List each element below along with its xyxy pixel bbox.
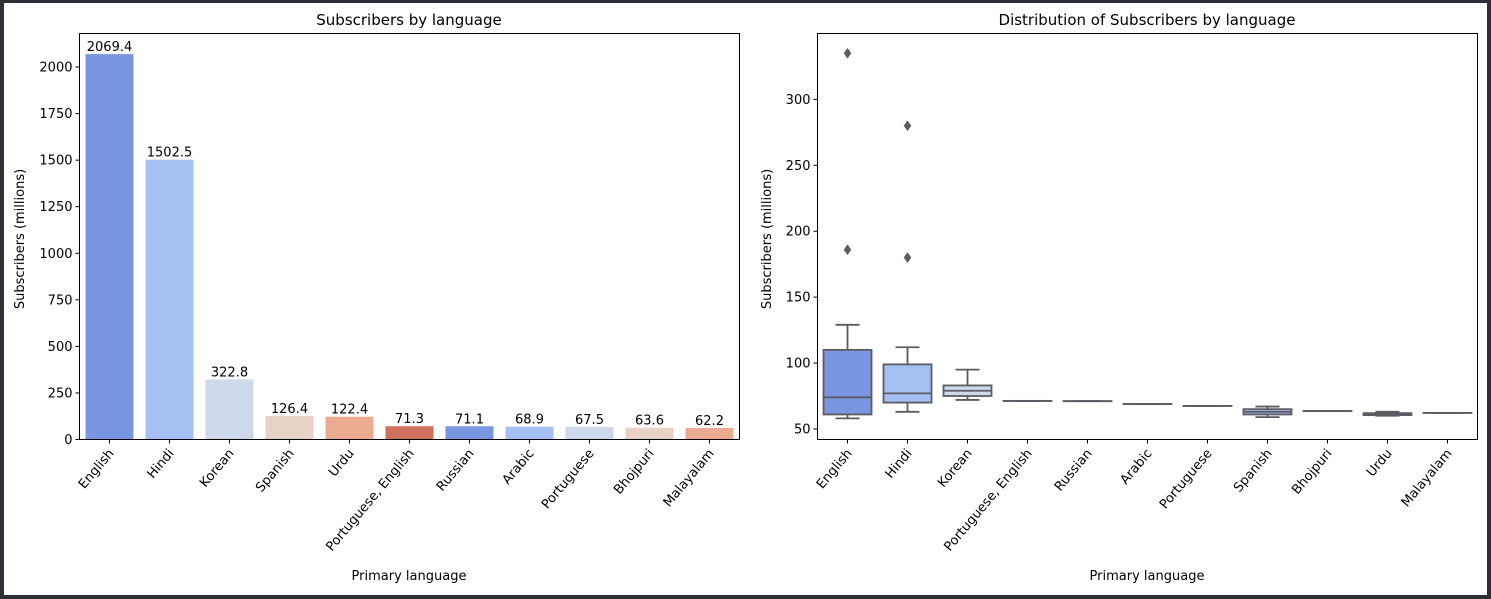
bar — [386, 426, 434, 439]
box-chart-xlabel: Primary language — [1090, 569, 1205, 584]
bar-value-label: 126.4 — [271, 402, 308, 417]
bar — [86, 54, 134, 439]
x-tick-label: Portuguese — [1157, 446, 1216, 512]
y-tick-label: 2000 — [39, 61, 72, 76]
bar-value-label: 1502.5 — [147, 146, 193, 161]
bar-value-label: 322.8 — [211, 365, 248, 380]
x-tick-label: Arabic — [500, 446, 538, 487]
bar-value-label: 71.3 — [395, 412, 424, 427]
x-tick-label: Malayalam — [661, 446, 718, 510]
box — [824, 350, 872, 415]
bar — [206, 379, 254, 439]
x-tick-label: English — [814, 446, 856, 492]
y-tick-label: 1000 — [39, 247, 72, 262]
bar-value-label: 62.2 — [695, 414, 724, 429]
x-tick-label: Korean — [197, 446, 237, 490]
bar-value-label: 67.5 — [575, 413, 604, 428]
box-chart-ylabel: Subscribers (millions) — [760, 169, 775, 309]
bar — [446, 426, 494, 439]
figure: Subscribers by language Primary language… — [4, 3, 1487, 595]
x-tick-label: Korean — [935, 446, 975, 490]
y-tick-label: 750 — [48, 293, 73, 308]
x-tick-label: Arabic — [1118, 446, 1156, 487]
x-tick-label: Portuguese — [539, 446, 598, 512]
y-tick-label: 300 — [786, 93, 811, 108]
y-tick-label: 150 — [786, 291, 811, 306]
bar-chart-xlabel: Primary language — [352, 569, 467, 584]
bar-value-label: 2069.4 — [87, 40, 133, 55]
bar — [146, 160, 194, 440]
outlier-point — [844, 245, 851, 255]
y-tick-label: 250 — [48, 386, 73, 401]
bar-value-label: 63.6 — [635, 414, 664, 429]
x-tick-label: Bhojpuri — [1289, 446, 1335, 497]
x-tick-label: Russian — [1052, 446, 1096, 494]
bar-value-label: 71.1 — [455, 412, 484, 427]
bar — [506, 427, 554, 440]
y-tick-label: 500 — [48, 340, 73, 355]
outlier-point — [904, 253, 911, 263]
x-tick-label: Urdu — [1364, 446, 1395, 479]
box-chart-subscribers: Distribution of Subscribers by language … — [760, 11, 1478, 584]
y-tick-label: 1500 — [39, 154, 72, 169]
bar — [686, 428, 734, 440]
x-tick-label: Russian — [434, 446, 478, 494]
x-tick-label: Hindi — [145, 446, 178, 481]
bar — [266, 416, 314, 440]
x-tick-label: Spanish — [1231, 446, 1275, 495]
box — [884, 364, 932, 402]
outlier-point — [904, 121, 911, 131]
x-tick-label: Bhojpuri — [611, 446, 657, 497]
y-tick-label: 50 — [794, 422, 811, 437]
y-tick-label: 100 — [786, 357, 811, 372]
bar-chart-subscribers: Subscribers by language Primary language… — [13, 11, 740, 584]
bar — [566, 427, 614, 440]
x-tick-label: English — [76, 446, 118, 492]
x-tick-label: Malayalam — [1399, 446, 1456, 510]
y-tick-label: 1750 — [39, 107, 72, 122]
bar — [626, 428, 674, 440]
y-tick-label: 0 — [64, 433, 72, 448]
y-tick-label: 250 — [786, 159, 811, 174]
outlier-point — [844, 48, 851, 58]
bar-value-label: 68.9 — [515, 413, 544, 428]
chart-canvas: Subscribers by language Primary language… — [4, 3, 1487, 595]
bar — [326, 417, 374, 440]
bar-chart-ylabel: Subscribers (millions) — [13, 169, 28, 309]
x-tick-label: Urdu — [326, 446, 357, 479]
y-tick-label: 1250 — [39, 200, 72, 215]
x-tick-label: Spanish — [253, 446, 297, 495]
bar-value-label: 122.4 — [331, 403, 368, 418]
y-tick-label: 200 — [786, 225, 811, 240]
x-tick-label: Hindi — [883, 446, 916, 481]
bar-chart-title: Subscribers by language — [316, 11, 501, 29]
box-chart-title: Distribution of Subscribers by language — [999, 11, 1296, 29]
